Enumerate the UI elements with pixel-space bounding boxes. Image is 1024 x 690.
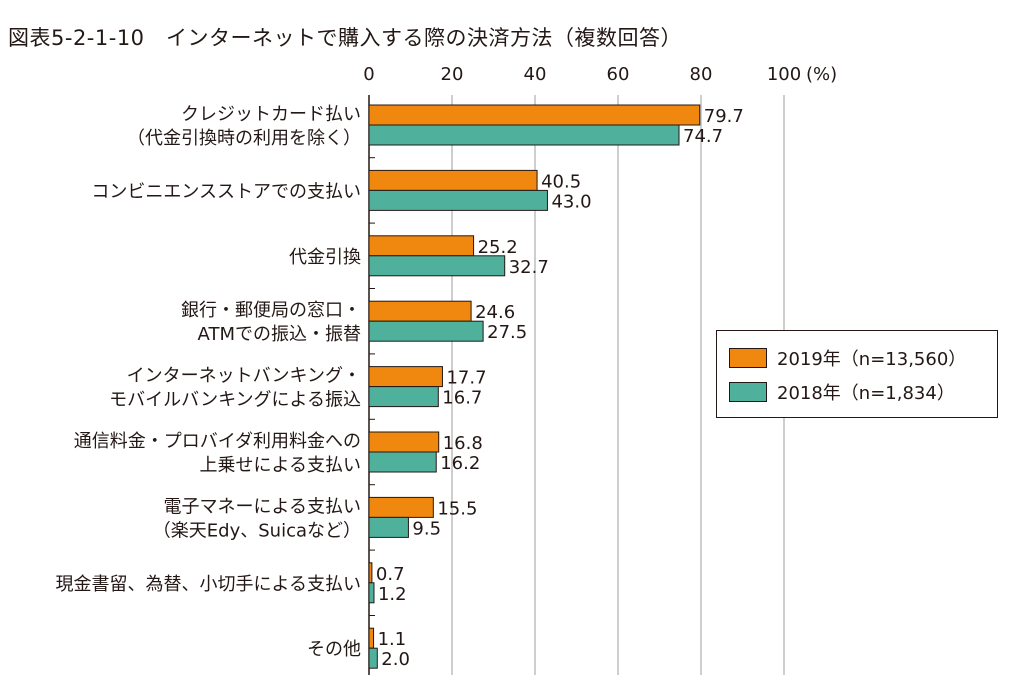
category-label-line: コンビニエンスストアでの支払い	[91, 181, 361, 202]
data-label: 32.7	[509, 257, 549, 278]
data-label: 27.5	[487, 322, 527, 343]
x-unit-label: (%)	[806, 64, 837, 85]
legend-swatch-2019	[729, 348, 767, 368]
axis: 0 20 40 60 80 100 (%)	[363, 64, 837, 675]
data-label: 16.7	[442, 388, 482, 409]
x-tick-label: 0	[363, 64, 374, 85]
bar-2018	[368, 320, 484, 342]
data-label: 74.7	[683, 126, 723, 147]
x-tick-label: 40	[524, 64, 547, 85]
bar-2019	[368, 300, 472, 322]
category-label-line: クレジットカード払い	[181, 104, 361, 125]
category-label: 銀行・郵便局の窓口・ ATMでの振込・振替	[181, 300, 361, 345]
legend-item-2019: 2019年（n=13,560）	[729, 345, 966, 371]
category-label-line: 現金書留、為替、小切手による支払い	[56, 574, 361, 595]
category-label: 通信料金・プロバイダ利用料金への上乗せによる支払い	[74, 431, 361, 476]
legend: 2019年（n=13,560） 2018年（n=1,834）	[716, 330, 998, 418]
data-label: 17.7	[446, 368, 486, 389]
legend-label-2019: 2019年（n=13,560）	[777, 349, 967, 370]
data-label: 79.7	[704, 106, 744, 127]
legend-label-2018: 2018年（n=1,834）	[777, 383, 955, 404]
category-label-line: 通信料金・プロバイダ利用料金への	[74, 431, 361, 452]
labels: クレジットカード払い （代金引換時の利用を除く） 79.774.7 コンビニエンススト…	[56, 104, 744, 670]
legend-swatch-2018	[729, 382, 767, 402]
x-tick-label: 60	[607, 64, 630, 85]
bar-2018	[368, 386, 439, 408]
bar-2019	[368, 562, 373, 584]
bars	[368, 104, 701, 669]
bar-2019	[368, 431, 440, 453]
bar-2018	[368, 516, 409, 538]
category-label-line: インターネットバンキング・	[127, 366, 361, 387]
data-label: 43.0	[551, 191, 591, 212]
bar-2018	[368, 451, 437, 473]
legend-item-2018: 2018年（n=1,834）	[729, 379, 955, 405]
bar-2019	[368, 627, 375, 649]
data-label: 24.6	[475, 302, 515, 323]
chart-title: 図表5-2-1-10 インターネットで購入する際の決済方法（複数回答）	[8, 26, 683, 50]
bar-2018	[368, 647, 378, 669]
bar-2018	[368, 189, 548, 211]
category-label: 代金引換	[289, 247, 361, 268]
bar-2019	[368, 496, 434, 518]
category-label: 電子マネーによる支払い （楽天Edy、Suicaなど）	[153, 496, 361, 541]
x-tick-label: 20	[441, 64, 464, 85]
category-label-line: その他	[307, 639, 361, 660]
data-label: 16.8	[443, 433, 483, 454]
category-label-line: 上乗せによる支払い	[200, 455, 361, 476]
category-label: コンビニエンスストアでの支払い	[91, 181, 361, 202]
category-label-line: 代金引換	[289, 247, 361, 268]
category-label: 現金書留、為替、小切手による支払い	[56, 574, 361, 595]
bar-2019	[368, 169, 538, 191]
data-label: 9.5	[412, 518, 441, 539]
category-label-line: ATMでの振込・振替	[198, 324, 361, 345]
bar-2018	[368, 582, 375, 604]
category-label-line: モバイルバンキングによる振込	[109, 390, 361, 411]
data-label: 1.2	[378, 584, 407, 605]
category-label: その他	[307, 639, 361, 660]
data-label: 15.5	[437, 498, 477, 519]
data-label: 40.5	[541, 171, 581, 192]
bar-2019	[368, 366, 443, 388]
data-label: 25.2	[478, 237, 518, 258]
data-label: 1.1	[378, 629, 407, 650]
data-label: 16.2	[440, 453, 480, 474]
category-label: インターネットバンキング・モバイルバンキングによる振込	[109, 366, 361, 411]
category-label-line: （楽天Edy、Suicaなど）	[153, 520, 361, 541]
bar-2019	[368, 235, 475, 257]
category-label: クレジットカード払い （代金引換時の利用を除く）	[127, 104, 361, 149]
data-label: 2.0	[381, 649, 410, 670]
category-label-line: （代金引換時の利用を除く）	[127, 128, 361, 149]
category-label-line: 電子マネーによる支払い	[164, 496, 361, 517]
bar-2018	[368, 124, 680, 146]
x-tick-label: 80	[690, 64, 713, 85]
bar-2019	[368, 104, 701, 126]
data-label: 0.7	[376, 564, 405, 585]
category-label-line: 銀行・郵便局の窓口・	[181, 300, 361, 321]
x-tick-label: 100	[767, 64, 801, 85]
bar-2018	[368, 255, 506, 277]
